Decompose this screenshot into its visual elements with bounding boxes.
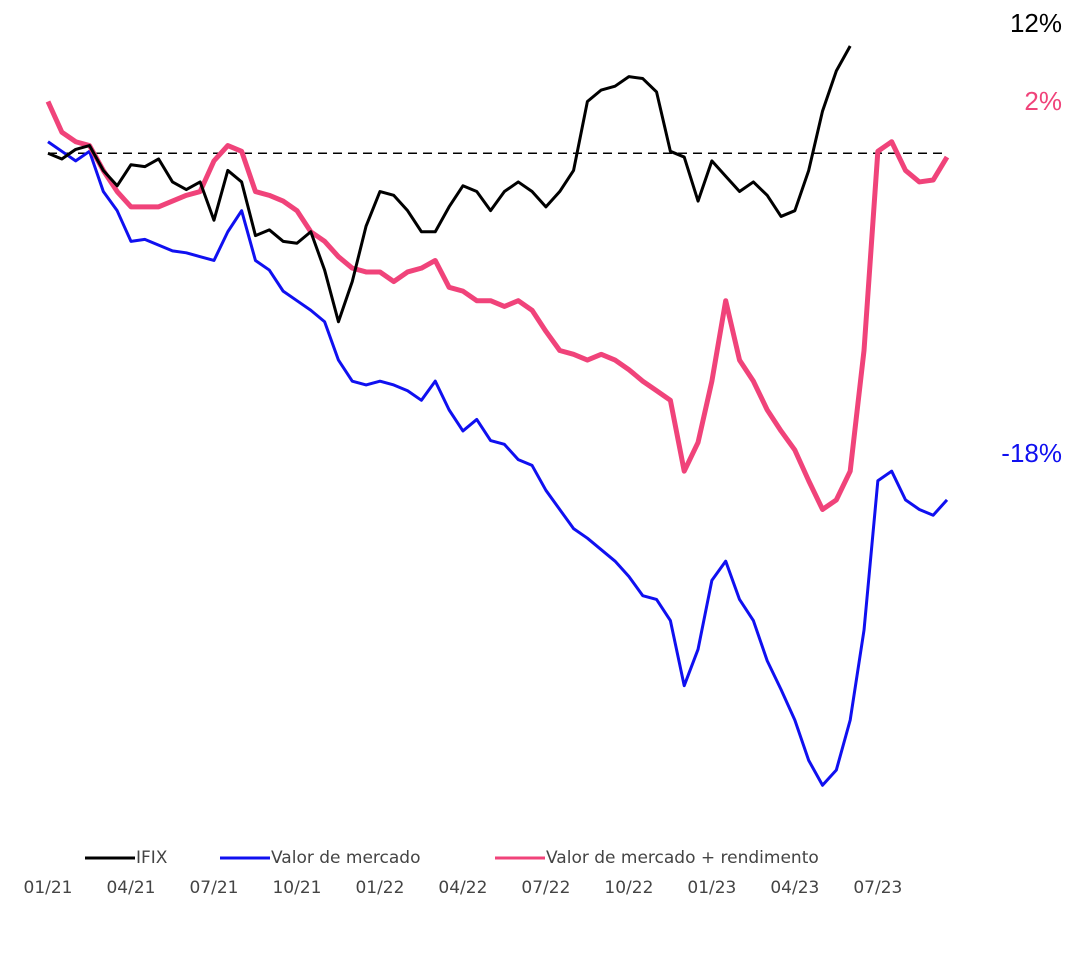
x-tick-label: 04/23 xyxy=(770,878,819,898)
legend-label: Valor de mercado xyxy=(271,848,421,868)
series-line xyxy=(47,45,852,324)
x-tick-label: 01/21 xyxy=(24,878,73,898)
legend-label: IFIX xyxy=(136,848,168,868)
x-tick-label: 01/23 xyxy=(687,878,736,898)
end-label: 2% xyxy=(1024,86,1062,116)
end-label: 12% xyxy=(1010,8,1062,38)
x-tick-label: 07/21 xyxy=(189,878,238,898)
series-line xyxy=(47,140,949,787)
series-line xyxy=(45,100,950,512)
x-tick-label: 07/23 xyxy=(853,878,902,898)
x-tick-label: 10/21 xyxy=(272,878,321,898)
x-tick-label: 01/22 xyxy=(355,878,404,898)
x-tick-label: 10/22 xyxy=(604,878,653,898)
end-label: -18% xyxy=(1001,438,1062,468)
x-tick-label: 04/22 xyxy=(438,878,487,898)
legend-label: Valor de mercado + rendimento xyxy=(546,848,819,868)
x-tick-label: 07/22 xyxy=(521,878,570,898)
x-tick-label: 04/21 xyxy=(106,878,155,898)
